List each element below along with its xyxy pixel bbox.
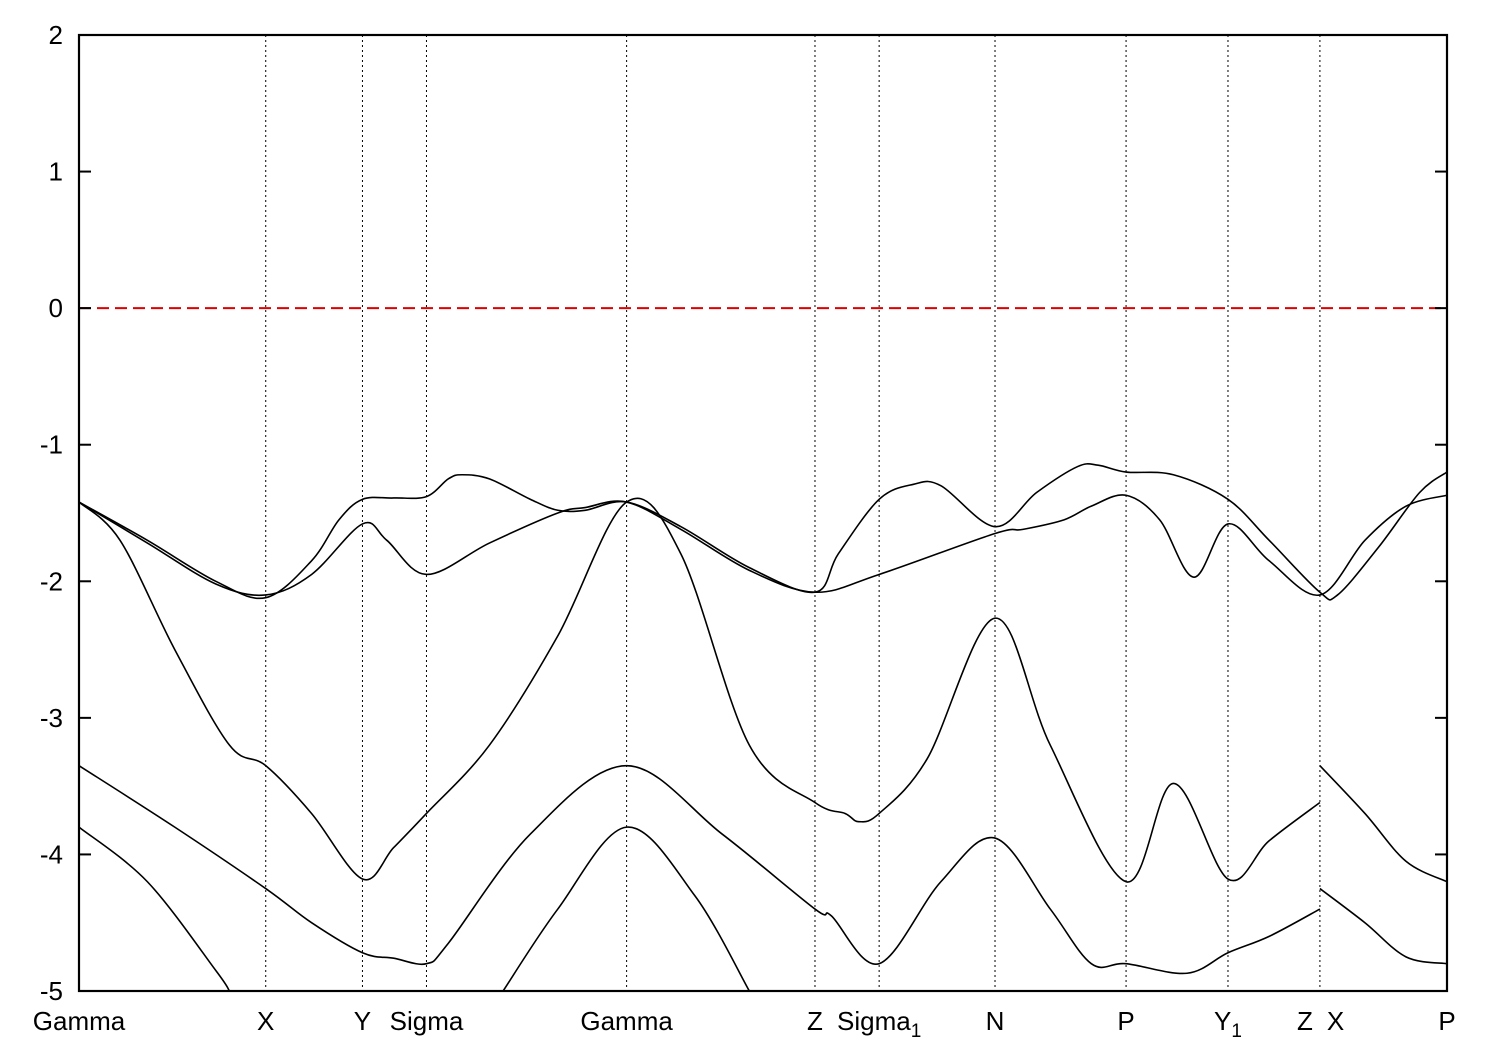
x-tick-label: Gamma <box>33 1006 126 1036</box>
band-line <box>78 826 231 992</box>
y-axis: 2 1 0 -1 -2 -3 -4 -5 <box>40 20 1447 1006</box>
band-line <box>78 463 1448 601</box>
x-axis: Gamma X Y Sigma Gamma Z Sigma1 N P Y1 Z X P <box>33 1006 1456 1042</box>
x-tick-label: Z <box>807 1006 823 1036</box>
x-tick-label: Y1 <box>1214 1006 1242 1042</box>
x-tick-label: Z <box>1297 1006 1313 1036</box>
y-tick-label: 0 <box>49 293 63 323</box>
band-line <box>502 826 751 992</box>
x-tick-label: Sigma <box>390 1006 464 1036</box>
y-tick-label: -5 <box>40 976 63 1006</box>
x-tick-label: P <box>1438 1006 1455 1036</box>
band-line <box>78 764 1321 975</box>
y-tick-label: -4 <box>40 839 63 869</box>
k-point-lines <box>265 35 1321 991</box>
y-tick-label: 2 <box>49 20 63 50</box>
x-tick-label: X <box>257 1006 274 1036</box>
x-tick-label: P <box>1117 1006 1134 1036</box>
band-series <box>78 463 1448 992</box>
x-tick-label: Sigma1 <box>837 1006 921 1042</box>
x-tick-label: X <box>1327 1006 1344 1036</box>
y-tick-label: -1 <box>40 430 63 460</box>
x-tick-label: Y <box>354 1006 371 1036</box>
band-line <box>1319 765 1448 883</box>
band-line <box>1319 887 1448 965</box>
band-line <box>78 497 1321 883</box>
y-tick-label: -3 <box>40 703 63 733</box>
y-tick-label: -2 <box>40 566 63 596</box>
x-tick-label: N <box>986 1006 1005 1036</box>
x-tick-label: Gamma <box>580 1006 673 1036</box>
plot-frame <box>77 33 1449 993</box>
band-line <box>78 494 1448 597</box>
y-tick-label: 1 <box>49 157 63 187</box>
